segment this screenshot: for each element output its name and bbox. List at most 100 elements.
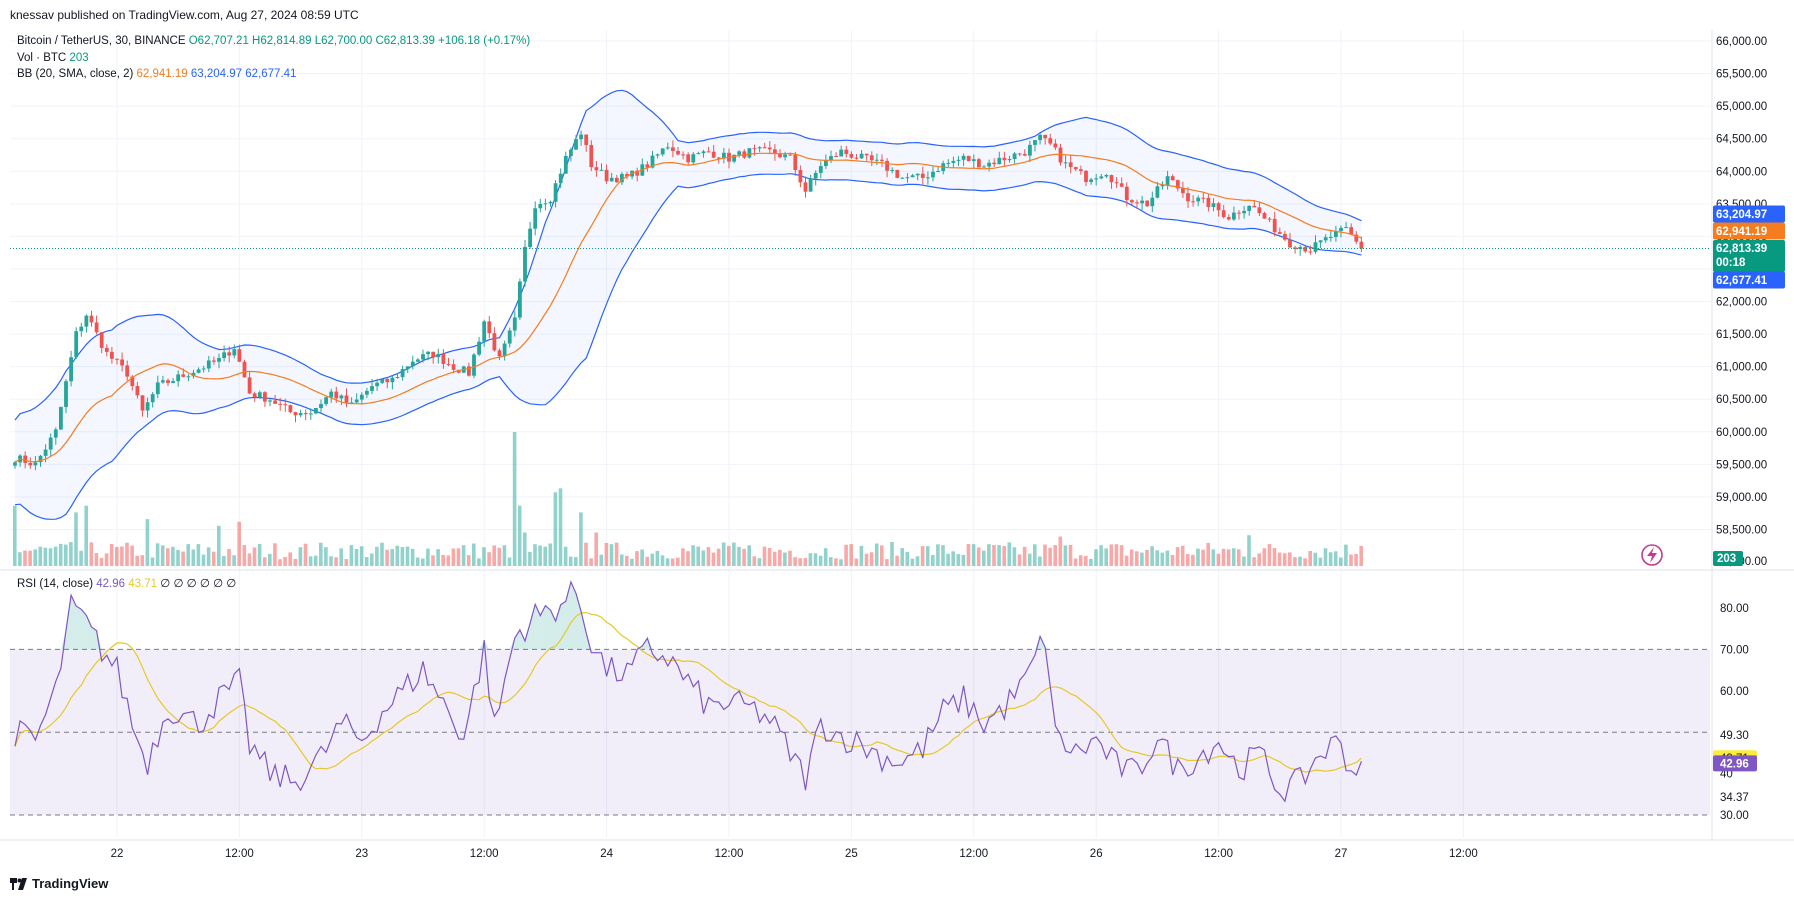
volume-bar: [273, 543, 277, 566]
volume-bar: [380, 542, 384, 566]
candle-body: [997, 157, 1002, 165]
legend-bb-row: BB (20, SMA, close, 2) 62,941.19 63,204.…: [17, 66, 530, 83]
volume-bar: [436, 549, 440, 566]
volume-bar: [1160, 552, 1165, 566]
candle-body: [1175, 180, 1180, 189]
rsi-legend-label[interactable]: RSI (14, close): [17, 578, 94, 590]
volume-bar: [635, 551, 639, 566]
candle-body: [1283, 233, 1287, 240]
bb-lower-tag: 62,677.41: [1716, 275, 1768, 287]
candle-body: [818, 166, 823, 173]
volume-bar: [890, 541, 894, 566]
candle-body: [441, 353, 446, 364]
rsi-legend-ma: 43.71: [128, 578, 158, 590]
candle-body: [1119, 183, 1124, 187]
bb-lower-tag-bg: [1713, 271, 1785, 289]
candle-body: [365, 390, 369, 395]
volume-bar: [1094, 549, 1098, 566]
bb-mid-tag: 62,941.19: [1716, 226, 1767, 238]
time-tick-label: 12:00: [1204, 848, 1233, 860]
volume-bar: [1288, 552, 1292, 566]
price-tick-label: 65,000.00: [1716, 101, 1767, 113]
volume-bars: [13, 432, 1363, 566]
volume-bar: [1063, 545, 1068, 566]
volume-bar: [79, 550, 83, 566]
candle-body: [431, 351, 436, 358]
candle-body: [354, 399, 359, 403]
volume-bar: [1226, 549, 1231, 566]
candle-body: [1216, 203, 1221, 211]
candle-body: [859, 153, 864, 159]
volume-bar: [915, 556, 920, 566]
candle-body: [130, 376, 135, 387]
rsi-overbought-fill: [86, 615, 92, 650]
price-tick-label: 61,000.00: [1716, 362, 1767, 374]
volume-bar: [941, 545, 945, 566]
volume-bar: [64, 544, 68, 566]
volume-bar: [961, 554, 966, 566]
candle-body: [1262, 213, 1267, 219]
volume-bar: [1053, 545, 1057, 566]
candle-body: [1196, 197, 1201, 202]
volume-bar: [645, 556, 649, 566]
candle-body: [1017, 153, 1022, 155]
bar-countdown: 00:18: [1716, 257, 1746, 269]
bb-upper-tag: 63,204.97: [1716, 209, 1767, 221]
volume-bar: [599, 554, 604, 566]
volume-bar: [1012, 547, 1017, 566]
candle-body: [1084, 170, 1088, 182]
candle-body: [533, 208, 538, 229]
candle-body: [553, 183, 558, 202]
candle-body: [104, 347, 109, 352]
volume-bar: [390, 549, 394, 566]
candle-body: [931, 171, 935, 178]
candle-body: [548, 201, 553, 204]
candle-body: [268, 400, 272, 402]
volume-bar: [936, 544, 940, 566]
volume-bar: [523, 532, 527, 566]
volume-bar: [1354, 554, 1358, 566]
volume-bar: [89, 542, 94, 566]
legend-vol-label[interactable]: Vol · BTC: [17, 51, 67, 64]
legend-bb-label[interactable]: BB (20, SMA, close, 2): [17, 68, 134, 80]
volume-bar: [421, 558, 425, 566]
legend-symbol[interactable]: Bitcoin / TetherUS, 30, BINANCE: [17, 35, 186, 47]
volume-bar: [579, 512, 583, 566]
candle-body: [645, 164, 650, 168]
candle-body: [977, 159, 981, 168]
volume-bar: [732, 542, 736, 566]
lightning-icon-bolt: [1647, 547, 1657, 563]
candle-body: [589, 144, 594, 168]
volume-bar: [53, 546, 58, 566]
candle-body: [1308, 251, 1313, 253]
volume-bar: [788, 550, 792, 566]
candle-body: [303, 413, 308, 415]
candle-body: [308, 413, 313, 415]
candle-body: [426, 351, 430, 355]
candle-body: [890, 169, 895, 171]
lightning-icon[interactable]: [1641, 544, 1663, 566]
volume-bar: [548, 543, 553, 566]
legend-vol-value: 203: [69, 51, 89, 64]
candle-body: [971, 159, 976, 162]
volume-bar: [466, 555, 471, 566]
candle-body: [773, 149, 777, 155]
price-tick-label: 59,500.00: [1716, 459, 1767, 471]
candle-body: [987, 162, 991, 167]
candle-body: [416, 359, 420, 362]
volume-bar: [691, 545, 695, 566]
volume-bar: [1135, 551, 1139, 566]
volume-bar: [880, 545, 884, 566]
candle-body: [650, 155, 655, 168]
volume-bar: [222, 556, 226, 566]
volume-bar: [1140, 552, 1144, 566]
volume-bar: [487, 552, 491, 566]
rsi-pane: 30.0034.374049.3060.0070.0080.0043.7142.…: [10, 580, 1757, 822]
candle-body: [1334, 230, 1338, 237]
volume-bar: [308, 556, 313, 566]
volume-bar: [966, 543, 971, 566]
tradingview-logo[interactable]: TradingView: [10, 876, 108, 891]
volume-bar: [135, 555, 139, 566]
candle-body: [737, 151, 742, 155]
